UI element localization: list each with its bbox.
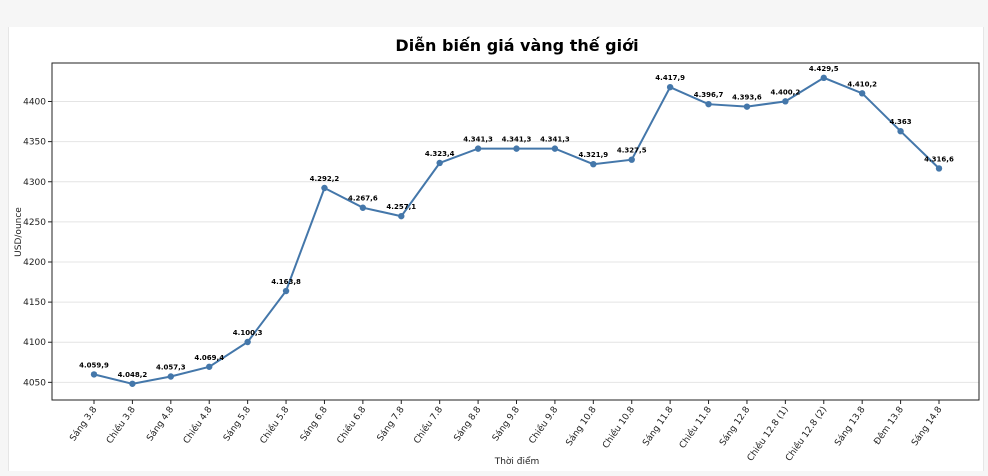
data-point xyxy=(858,90,866,97)
data-label: 4.069,4 xyxy=(194,354,224,362)
x-tick-label: Chiều 3.8 xyxy=(104,404,138,446)
x-tick-label: Chiều 11.8 xyxy=(677,404,714,450)
x-tick-label: Chiều 12.8 (2) xyxy=(783,404,829,463)
data-label: 4.048,2 xyxy=(118,371,148,379)
y-tick-label: 4200 xyxy=(23,258,46,268)
data-point xyxy=(590,160,597,168)
y-tick-label: 4400 xyxy=(23,98,46,108)
data-point xyxy=(782,98,789,105)
data-point xyxy=(167,373,175,380)
data-point xyxy=(282,287,290,295)
x-tick-label: Sáng 9.8 xyxy=(491,405,522,444)
data-label: 4.363 xyxy=(890,118,912,126)
x-tick-label: Sáng 7.8 xyxy=(376,405,407,444)
x-tick-label: Chiều 4.8 xyxy=(181,404,215,446)
x-tick-label: Sáng 11.8 xyxy=(641,405,675,448)
plot-area xyxy=(51,62,980,401)
grid-lines xyxy=(52,101,979,383)
data-point xyxy=(513,145,520,152)
data-point xyxy=(398,212,405,220)
data-point xyxy=(474,145,482,152)
data-label: 4.341,3 xyxy=(540,136,570,144)
x-tick-label: Sáng 3.8 xyxy=(68,405,99,444)
data-point xyxy=(244,338,251,346)
data-label: 4.323,4 xyxy=(425,150,455,158)
data-point xyxy=(206,363,213,370)
data-point xyxy=(321,184,328,192)
data-point xyxy=(743,103,751,110)
y-axis-title: USD/ounce xyxy=(14,207,24,257)
data-label: 4.393,6 xyxy=(732,94,762,102)
y-tick-label: 4050 xyxy=(23,378,46,388)
data-label: 4.267,6 xyxy=(348,195,378,203)
data-label: 4.292,2 xyxy=(310,175,340,183)
x-tick-label: Chiều 5.8 xyxy=(258,404,292,446)
x-axis-ticks: Sáng 3.8 Chiều 3.8 Sáng 4.8 Chiều 4.8 Sáng 5… xyxy=(68,400,945,463)
x-tick-label: Sáng 4.8 xyxy=(145,405,176,444)
data-point xyxy=(551,145,559,152)
x-tick-label: Sáng 14.8 xyxy=(910,405,944,448)
x-tick-label: Chiều 7.8 xyxy=(412,404,446,446)
data-point xyxy=(628,156,635,163)
data-label: 4.341,3 xyxy=(502,136,532,144)
chart-title: Diễn biến giá vàng thế giới xyxy=(395,36,638,55)
data-label: 4.410,2 xyxy=(847,80,877,88)
y-tick-label: 4100 xyxy=(23,338,46,348)
data-label: 4.100,3 xyxy=(233,329,263,337)
data-label: 4.400,2 xyxy=(771,88,801,96)
chart-frame: Diễn biến giá vàng thế giới 4050 4100 4150… xyxy=(8,27,984,471)
x-tick-label: Sáng 5.8 xyxy=(222,405,253,444)
x-tick-label: Sáng 10.8 xyxy=(564,405,598,448)
x-tick-label: Đêm 13.8 xyxy=(872,404,907,447)
data-points xyxy=(90,74,943,387)
x-tick-label: Chiều 10.8 xyxy=(600,404,637,450)
y-tick-label: 4250 xyxy=(23,218,46,228)
data-label: 4.059,9 xyxy=(79,361,109,369)
data-point xyxy=(90,371,98,378)
data-label: 4.057,3 xyxy=(156,363,186,371)
data-label: 4.316,6 xyxy=(924,155,954,163)
x-tick-label: Sáng 8.8 xyxy=(453,405,484,444)
data-labels: 4.059,9 4.048,2 4.057,3 4.069,4 4.100,3 4.163… xyxy=(79,65,954,379)
data-point xyxy=(359,204,367,211)
data-point xyxy=(935,165,943,172)
x-tick-label: Sáng 13.8 xyxy=(833,405,867,448)
data-label: 4.163,8 xyxy=(271,278,301,286)
data-point xyxy=(820,74,827,82)
y-tick-label: 4300 xyxy=(23,178,46,188)
y-tick-label: 4150 xyxy=(23,298,46,308)
x-tick-label: Sáng 12.8 xyxy=(718,405,752,448)
data-point xyxy=(129,380,136,387)
x-tick-label: Chiều 9.8 xyxy=(527,404,561,446)
series-line xyxy=(93,76,940,385)
data-label: 4.327,5 xyxy=(617,147,647,155)
data-label: 4.321,9 xyxy=(578,151,608,159)
y-tick-label: 4350 xyxy=(23,138,46,148)
data-point xyxy=(666,83,674,91)
data-label: 4.257,1 xyxy=(386,203,416,211)
line-chart: Diễn biến giá vàng thế giới 4050 4100 4150… xyxy=(14,36,980,467)
x-axis-title: Thời điểm xyxy=(494,456,540,467)
x-tick-label: Chiều 6.8 xyxy=(335,404,369,446)
data-label: 4.341,3 xyxy=(463,136,493,144)
data-label: 4.429,5 xyxy=(809,65,839,73)
x-tick-label: Sáng 6.8 xyxy=(299,405,330,444)
data-point xyxy=(705,100,712,108)
data-point xyxy=(436,159,443,167)
data-label: 4.417,9 xyxy=(655,74,685,82)
data-label: 4.396,7 xyxy=(694,91,724,99)
x-tick-label: Chiều 12.8 (1) xyxy=(745,404,791,463)
data-point xyxy=(897,128,904,135)
y-axis-ticks: 4050 4100 4150 4200 4250 4300 4350 4400 xyxy=(23,98,52,388)
